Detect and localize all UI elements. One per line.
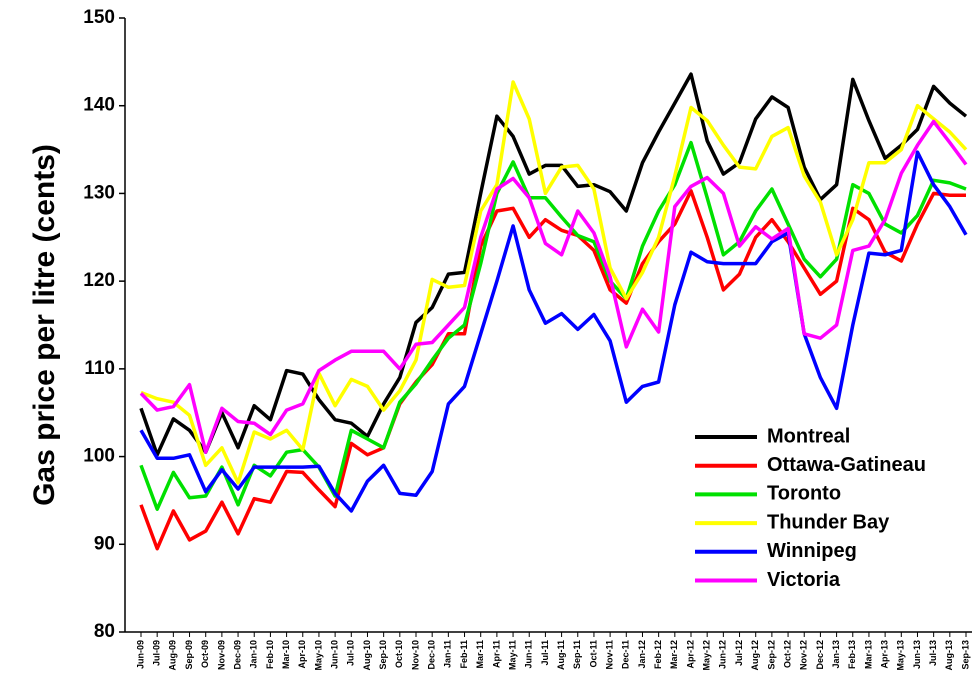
y-tick-label: 150	[83, 7, 115, 28]
y-tick-label: 140	[83, 95, 115, 116]
x-tick-label: May-12	[702, 640, 712, 671]
x-tick-label: Jul-12	[734, 640, 744, 666]
x-tick-label: Feb-10	[265, 640, 275, 669]
y-tick-label: 90	[94, 533, 115, 554]
legend-label: Toronto	[767, 483, 841, 505]
x-tick-label: Feb-13	[847, 640, 857, 669]
x-tick-label: Aug-09	[168, 640, 178, 671]
x-tick-label: Jun-09	[135, 640, 145, 669]
x-tick-label: Jul-13	[928, 640, 938, 666]
legend-label: Victoria	[767, 569, 841, 591]
x-tick-label: Aug-11	[556, 640, 566, 670]
x-tick-label: Dec-09	[232, 640, 242, 670]
y-tick-label: 120	[83, 270, 115, 291]
x-tick-label: Jan-10	[249, 640, 259, 669]
x-tick-label: Sep-12	[766, 640, 776, 670]
x-tick-label: Sep-13	[960, 640, 970, 670]
legend-label: Ottawa-Gatineau	[767, 454, 926, 476]
series-line	[139, 189, 966, 551]
x-tick-label: May-10	[313, 640, 323, 671]
x-tick-label: Jun-13	[912, 640, 922, 669]
x-tick-label: Mar-13	[863, 640, 873, 669]
x-tick-label: Jun-10	[329, 640, 339, 669]
x-tick-label: May-13	[896, 640, 906, 671]
x-tick-label: Jan-12	[637, 640, 647, 669]
x-tick-label: Aug-12	[750, 640, 760, 671]
x-tick-label: Apr-12	[685, 640, 695, 669]
x-tick-label: Apr-10	[297, 640, 307, 669]
series-line	[139, 72, 968, 457]
x-tick-label: Jul-11	[540, 640, 550, 666]
x-tick-label: Dec-11	[621, 640, 631, 669]
series-line	[139, 150, 968, 513]
x-tick-label: Oct-10	[394, 640, 404, 668]
x-tick-label: Dec-12	[815, 640, 825, 670]
x-tick-label: Aug-10	[362, 640, 372, 671]
x-tick-label: Jan-11	[443, 640, 453, 668]
x-tick-label: Feb-11	[459, 640, 469, 669]
x-tick-label: Aug-13	[944, 640, 954, 671]
x-tick-label: Jan-13	[831, 640, 841, 669]
series-line	[139, 119, 968, 454]
x-tick-label: Sep-09	[184, 640, 194, 670]
x-tick-label: May-11	[507, 640, 517, 670]
y-tick-label: 80	[94, 621, 115, 642]
x-tick-label: Jun-11	[524, 640, 534, 669]
x-tick-label: Dec-10	[427, 640, 437, 670]
legend-label: Winnipeg	[767, 540, 857, 562]
x-tick-label: Nov-10	[410, 640, 420, 670]
y-tick-label: 100	[83, 446, 115, 467]
x-tick-label: Nov-09	[216, 640, 226, 670]
x-tick-label: Sep-11	[572, 640, 582, 669]
x-tick-label: Apr-11	[491, 640, 501, 668]
y-axis-title: Gas price per litre (cents)	[28, 144, 61, 506]
legend-label: Thunder Bay	[767, 511, 890, 533]
series-line	[139, 140, 967, 511]
x-tick-label: Oct-12	[782, 640, 792, 668]
x-tick-label: Feb-12	[653, 640, 663, 669]
x-tick-label: Oct-09	[200, 640, 210, 668]
x-tick-label: Jul-09	[152, 640, 162, 666]
x-tick-label: Jul-10	[346, 640, 356, 666]
x-tick-label: Mar-12	[669, 640, 679, 669]
x-tick-label: Oct-11	[588, 640, 598, 668]
y-tick-label: 130	[83, 182, 115, 203]
legend-label: Montreal	[767, 425, 850, 447]
x-tick-label: Mar-11	[475, 640, 485, 669]
series-line	[140, 80, 968, 485]
x-tick-label: Nov-11	[604, 640, 614, 670]
x-tick-label: Apr-13	[879, 640, 889, 669]
x-tick-label: Nov-12	[799, 640, 809, 670]
x-tick-label: Mar-10	[281, 640, 291, 669]
x-tick-label: Sep-10	[378, 640, 388, 670]
x-tick-label: Jun-12	[718, 640, 728, 669]
y-tick-label: 110	[84, 358, 115, 379]
